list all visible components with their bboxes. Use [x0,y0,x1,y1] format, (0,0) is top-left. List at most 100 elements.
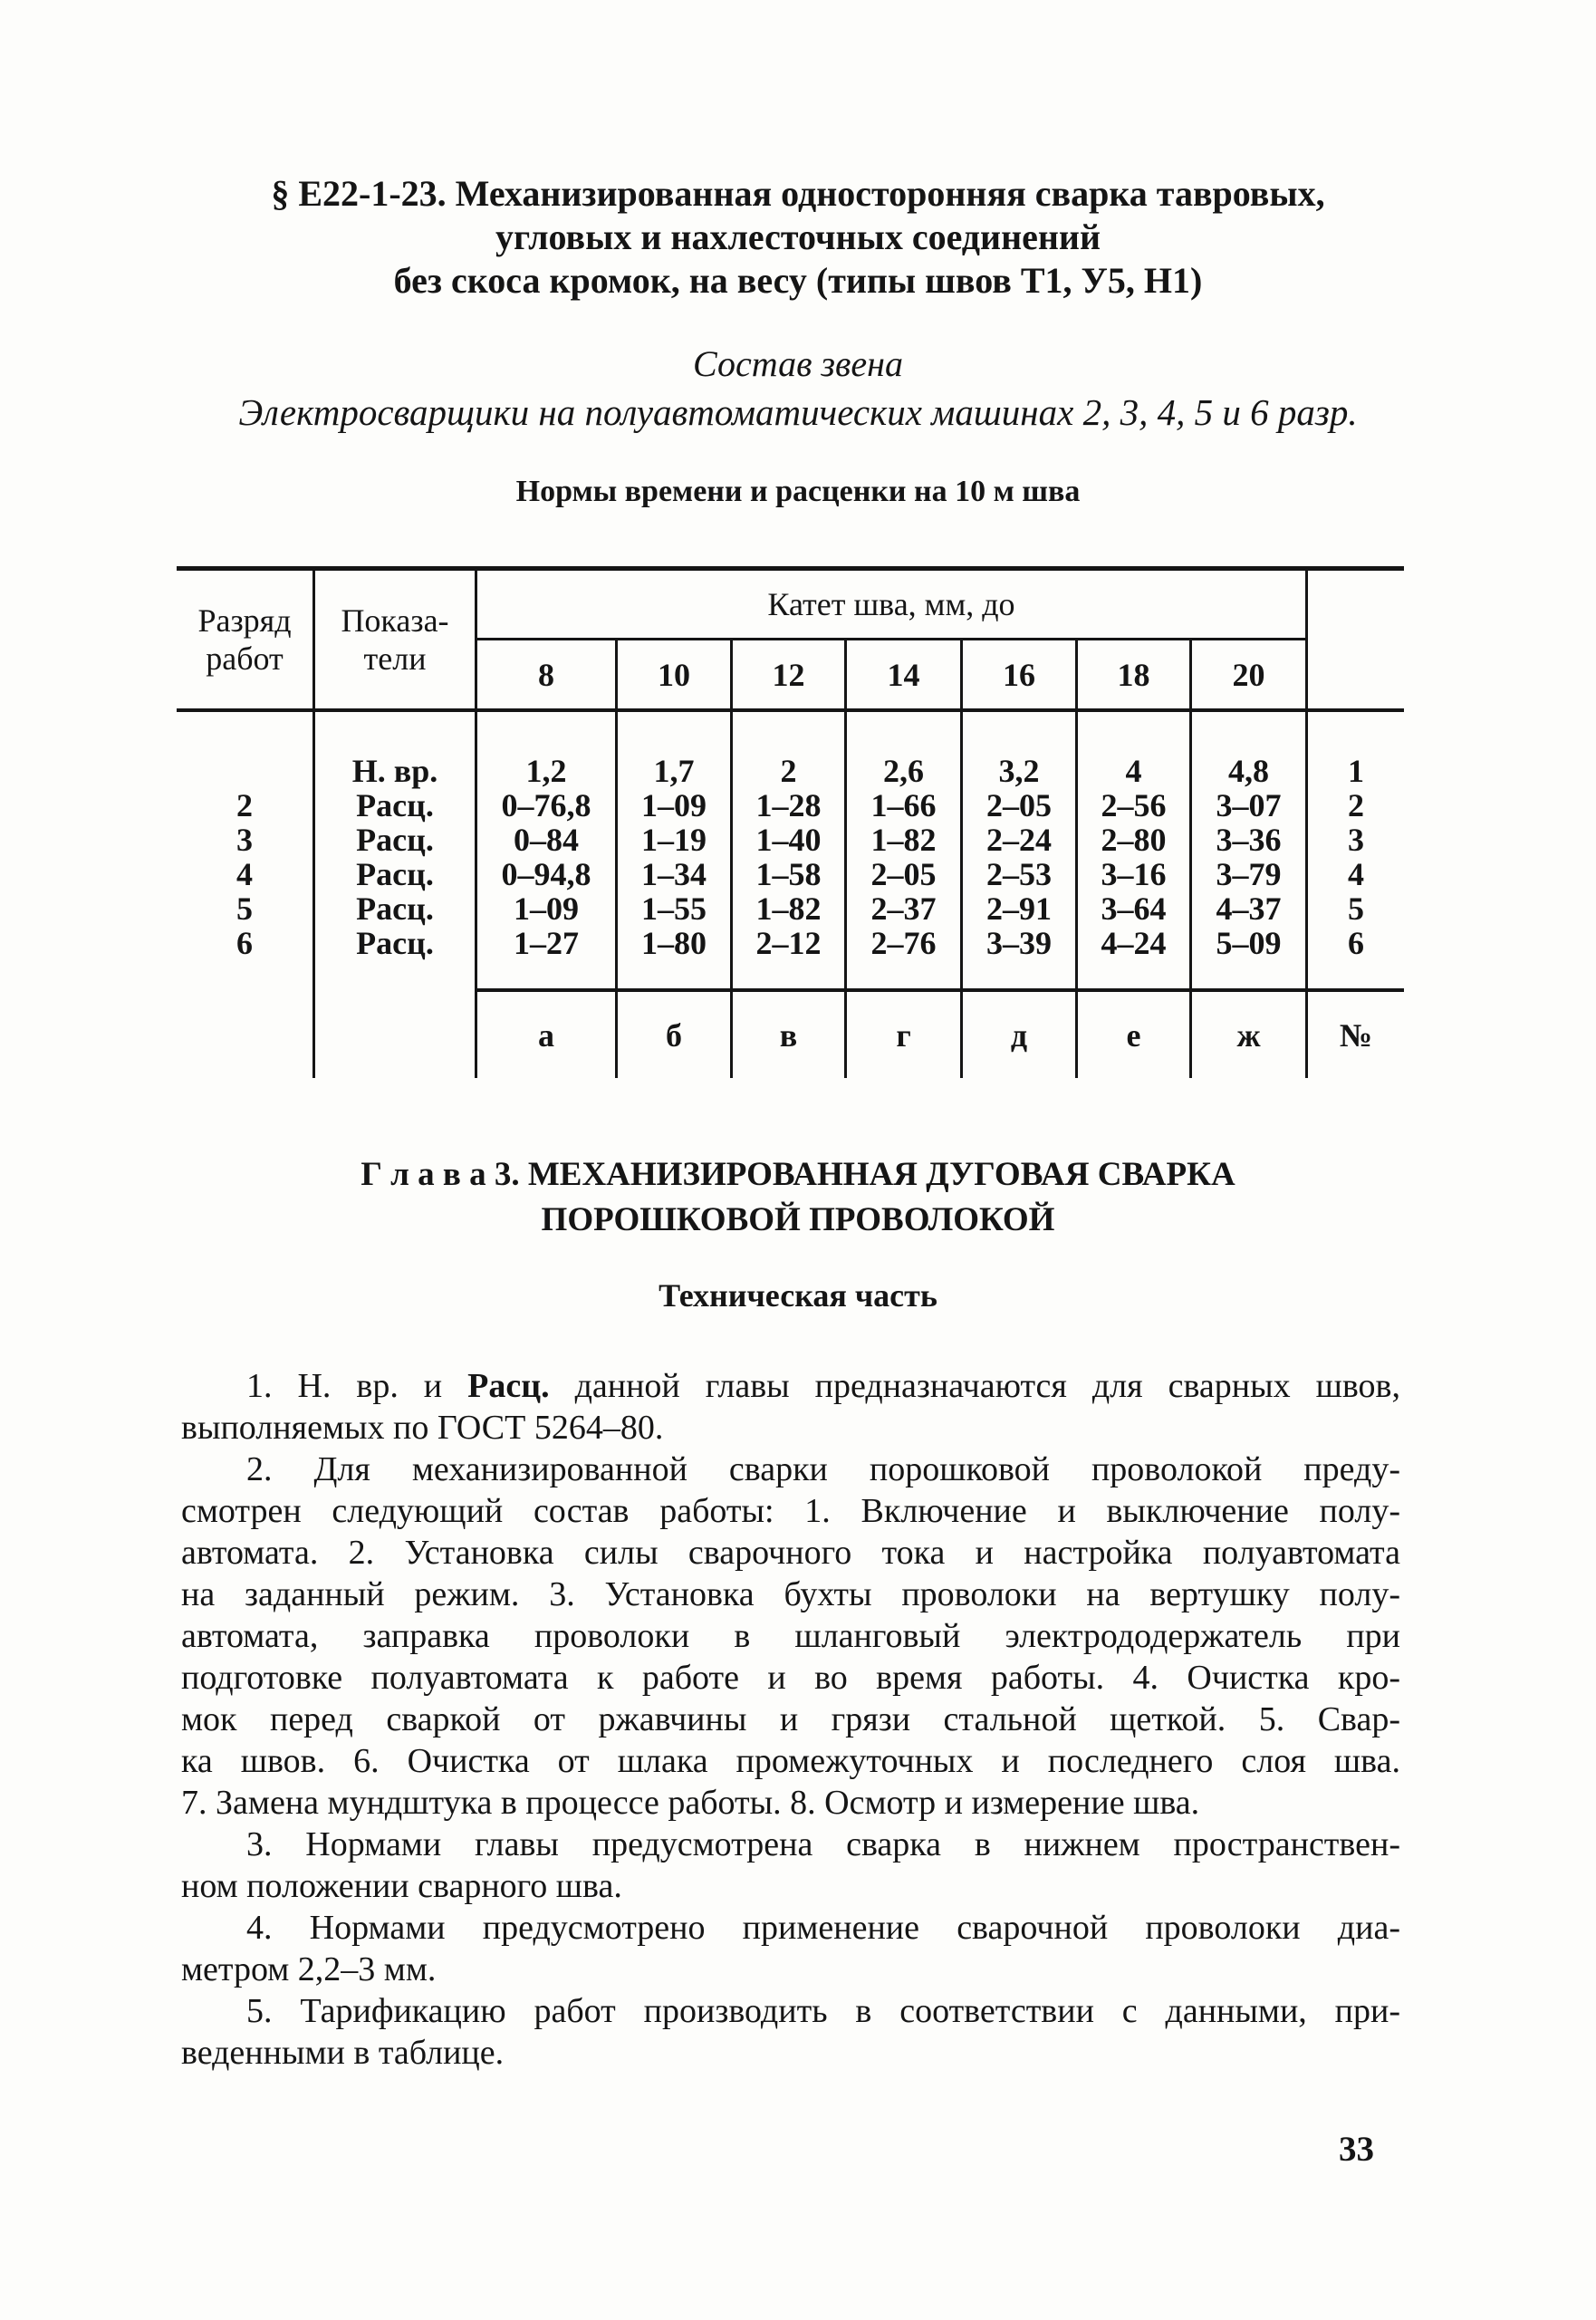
table-footer-cell [177,992,315,1078]
table-cell: 4–37 [1216,890,1282,927]
table-cell: 1–58 [755,856,822,892]
crew-composition: Электросварщики на полуавтоматических ма… [238,391,1358,433]
table-cell: 2–53 [986,856,1052,892]
document-title-line2: угловых и нахлесточных соединений [495,217,1101,257]
body-line: веденными в таблице. [181,2034,505,2072]
body-line: выполняемых по ГОСТ 5264–80. [181,1409,664,1447]
chapter-heading-line2: ПОРОШКОВОЙ ПРОВОЛОКОЙ [541,1201,1055,1238]
document-title-line3: без скоса кромок, на весу (типы швов Т1,… [393,260,1203,301]
table-cell: 1–09 [514,890,579,927]
table-value-column: 2 1–28 1–40 1–58 1–82 2–12 [733,712,847,992]
table-footer-cell: ж [1192,992,1308,1078]
table-cell: 3–16 [1101,856,1167,892]
table-cell: 2 [780,753,797,789]
table-cell: 2–80 [1101,822,1167,858]
table-header-span: Катет шва, мм, до [477,571,1308,640]
table-caption: Нормы времени и расценки на 10 м шва [515,475,1081,508]
table-subheader-cell: 14 [847,640,963,712]
table-cell: 2 [1348,787,1364,823]
table-footer-cell: б [618,992,733,1078]
table-cell: 5 [236,890,253,927]
table-cell: 2,6 [883,753,924,789]
page-number: 33 [1339,2130,1374,2169]
body-line: 7. Замена мундштука в процессе работы. 8… [181,1784,1200,1822]
table-cell: 1–09 [641,787,707,823]
table-cell: 1–40 [755,822,822,858]
table-header-indicator: Показа- тели [315,571,477,712]
table-value-column: 1,7 1–09 1–19 1–34 1–55 1–80 [618,712,733,992]
table-footer-cell: в [733,992,847,1078]
table-cell: 1–55 [641,890,707,927]
body-line: ном положении сварного шва. [181,1867,622,1905]
crew-section-title: Состав звена [692,343,903,384]
body-line: смотрен следующий состав работы: 1. Вклю… [181,1492,1400,1530]
body-line: 5. Тарификацию работ производить в соотв… [246,1992,1400,2030]
table-cell: 1–34 [641,856,707,892]
table-subheader-cell: 18 [1078,640,1192,712]
table-footer-cell [315,992,477,1078]
norms-table: Разряд работ Показа- тели Катет шва, мм,… [177,566,1404,1078]
table-header-indicator-line1: Показа- [341,602,449,639]
table-cell: 1–19 [641,822,707,858]
table-cell: 2 [236,787,253,823]
table-cell: 4 [236,856,253,892]
table-cell: 3–79 [1216,856,1282,892]
table-cell [177,754,312,788]
table-cell: 1–28 [755,787,822,823]
table-cell: 2–24 [986,822,1052,858]
table-indicator-column: Н. вр. Расц. Расц. Расц. Расц. Расц. [315,712,477,992]
table-cell: 2–56 [1101,787,1167,823]
table-cell: 4 [1125,753,1142,789]
table-cell: 2–37 [870,890,937,927]
table-header-grade: Разряд работ [177,571,315,712]
table-cell: 2–76 [870,925,937,961]
table-cell: Расц. [356,890,434,927]
table-cell: Н. вр. [351,753,438,789]
table-subheader-cell: 12 [733,640,847,712]
table-value-column: 1,2 0–76,8 0–84 0–94,8 1–09 1–27 [477,712,618,992]
table-cell: 1–82 [755,890,822,927]
table-cell: Расц. [356,822,434,858]
table-cell: 1–80 [641,925,707,961]
table-value-column: 2,6 1–66 1–82 2–05 2–37 2–76 [847,712,963,992]
table-cell: 1,7 [653,753,695,789]
table-cell: 4 [1348,856,1364,892]
body-line: 3. Нормами главы предусмотрена сварка в … [246,1825,1400,1863]
table-cell: 3–39 [986,925,1052,961]
table-cell: 4,8 [1228,753,1269,789]
table-header-indicator-line2: тели [363,640,427,677]
table-cell: 1–66 [870,787,937,823]
table-cell: Расц. [356,856,434,892]
table-footer-cell: д [963,992,1078,1078]
body-line: автомата. 2. Установка силы сварочного т… [181,1534,1400,1572]
table-cell: 3 [236,822,253,858]
table-cell: 0–76,8 [501,787,591,823]
body-line: автомата, заправка проволоки в шланговый… [181,1617,1400,1655]
table-cell: 2–05 [870,856,937,892]
body-line: на заданный режим. 3. Установка бухты пр… [181,1575,1400,1613]
body-line: подготовке полуавтомата к работе и во вр… [181,1659,1400,1697]
table-cell: 4–24 [1101,925,1167,961]
table-cell: 3,2 [998,753,1040,789]
table-cell: 6 [1348,925,1364,961]
table-cell: 1 [1348,753,1364,789]
table-footer-cell: № [1339,1016,1373,1054]
table-header-number-column [1308,571,1404,712]
table-value-column: 4,8 3–07 3–36 3–79 4–37 5–09 [1192,712,1308,992]
body-line: ка швов. 6. Очистка от шлака промежуточн… [181,1742,1400,1780]
body-text: 1. Н. вр. и Расц. данной главы предназна… [181,1365,1400,2074]
table-cell: 5–09 [1216,925,1282,961]
table-cell: 3–64 [1101,890,1167,927]
table-cell: 2–05 [986,787,1052,823]
chapter-heading: Г л а в а 3. МЕХАНИЗИРОВАННАЯ ДУГОВАЯ СВ… [91,1152,1505,1243]
table-subheader-cell: 10 [618,640,733,712]
table-cell: 1–27 [514,925,579,961]
table-cell: 2–91 [986,890,1052,927]
table-cell: 0–94,8 [501,856,591,892]
table-value-column: 4 2–56 2–80 3–16 3–64 4–24 [1078,712,1192,992]
table-footer-cell: г [847,992,963,1078]
table-subheader-cell: 20 [1192,640,1308,712]
table-cell: 3–36 [1216,822,1282,858]
table-footer-cell: а [477,992,618,1078]
